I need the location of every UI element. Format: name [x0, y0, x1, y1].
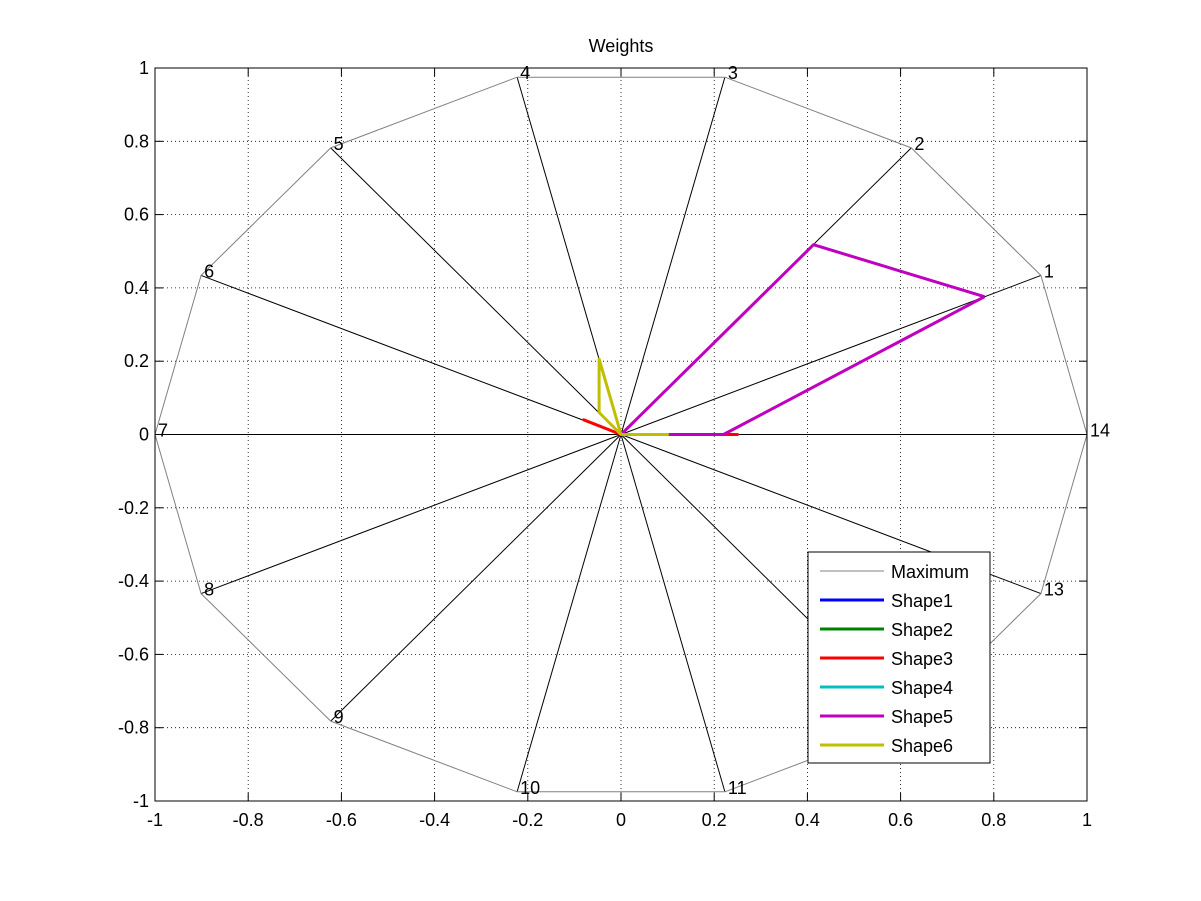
spoke-line-1: [620, 274, 1042, 435]
y-tick-label: 0.4: [124, 278, 149, 298]
legend-label-shape1: Shape1: [891, 591, 953, 611]
y-tick-label: -1: [133, 791, 149, 811]
spoke-label-11: 11: [728, 778, 747, 798]
x-tick-label: 0.2: [702, 810, 727, 830]
series-line-maximum: [154, 76, 1088, 793]
x-tick-label: -0.6: [326, 810, 357, 830]
legend-label-shape4: Shape4: [891, 678, 953, 698]
x-tick-label: 0.8: [981, 810, 1006, 830]
legend-label-shape6: Shape6: [891, 736, 953, 756]
spoke-line-6: [200, 274, 622, 435]
legend-label-shape2: Shape2: [891, 620, 953, 640]
spoke-label-8: 8: [204, 580, 214, 600]
x-tick-label: 0.6: [888, 810, 913, 830]
spoke-line-3: [620, 77, 726, 435]
spoke-label-2: 2: [914, 134, 924, 154]
series-line-shape6: [597, 357, 670, 436]
y-tick-label: -0.6: [118, 644, 149, 664]
y-tick-label: 1: [139, 58, 149, 78]
spoke-label-10: 10: [520, 778, 540, 798]
legend-label-shape3: Shape3: [891, 649, 953, 669]
y-tick-label: -0.2: [118, 498, 149, 518]
spoke-line-5: [330, 147, 622, 435]
x-tick-label: -0.2: [512, 810, 543, 830]
spoke-label-3: 3: [728, 63, 738, 83]
y-tick-label: 0.6: [124, 205, 149, 225]
legend-label-shape5: Shape5: [891, 707, 953, 727]
y-tick-label: 0: [139, 425, 149, 445]
spoke-label-6: 6: [204, 261, 214, 281]
x-tick-label: -0.4: [419, 810, 450, 830]
chart-title: Weights: [589, 36, 654, 56]
spoke-label-7: 7: [158, 421, 168, 441]
spoke-label-5: 5: [334, 134, 344, 154]
spoke-label-9: 9: [334, 707, 344, 727]
x-tick-label: 1: [1082, 810, 1092, 830]
spoke-line-9: [330, 434, 622, 722]
spoke-label-13: 13: [1044, 580, 1064, 600]
axis-ticks: -1 -0.8 -0.6 -0.4 -0.2 0 0.2 0.4 0.6 0.8 1 -1 -0.8 -0…: [118, 58, 1092, 830]
y-tick-label: 0.2: [124, 351, 149, 371]
legend: Maximum Shape1 Shape2 Shape3 Shape4 Shape5 Sha…: [807, 551, 991, 764]
spoke-line-10: [516, 434, 622, 792]
x-tick-label: -1: [147, 810, 163, 830]
y-tick-label: 0.8: [124, 131, 149, 151]
legend-label-maximum: Maximum: [891, 562, 969, 582]
x-tick-label: 0: [616, 810, 626, 830]
series-lines: [154, 76, 1088, 793]
x-tick-label: 0.4: [795, 810, 820, 830]
spoke-line-11: [620, 434, 726, 792]
y-tick-label: -0.4: [118, 571, 149, 591]
x-tick-label: -0.8: [233, 810, 264, 830]
spoke-label-4: 4: [520, 63, 530, 83]
spoke-label-1: 1: [1044, 261, 1054, 281]
spoke-line-8: [200, 434, 622, 595]
y-tick-label: -0.8: [118, 718, 149, 738]
spoke-label-14: 14: [1090, 421, 1110, 441]
